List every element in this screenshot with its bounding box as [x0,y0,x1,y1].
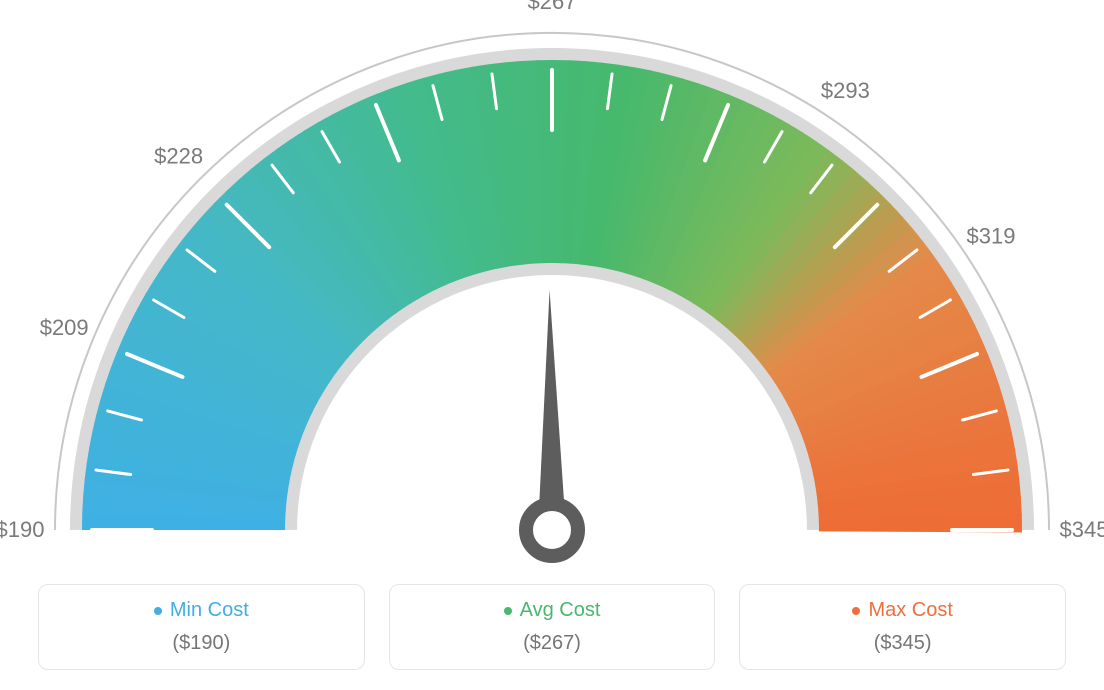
chart-container: $190 $209 $228 $267 $293 $319 $345 Min Cost ($… [0,0,1104,690]
legend-title-min: Min Cost [154,599,249,622]
legend-title-max: Max Cost [852,599,952,622]
svg-text:$209: $209 [40,315,89,340]
legend-row: Min Cost ($190) Avg Cost ($267) Max Cost… [0,584,1104,670]
legend-value-max: ($345) [750,632,1055,655]
legend-value-avg: ($267) [400,632,705,655]
legend-value-min: ($190) [49,632,354,655]
legend-title-avg: Avg Cost [504,599,601,622]
legend-card-min: Min Cost ($190) [38,584,365,670]
legend-label-avg: Avg Cost [520,599,601,622]
legend-card-avg: Avg Cost ($267) [389,584,716,670]
legend-dot-min-icon [154,607,162,615]
legend-card-max: Max Cost ($345) [739,584,1066,670]
svg-text:$267: $267 [528,0,577,14]
legend-label-max: Max Cost [868,599,952,622]
svg-text:$345: $345 [1060,517,1104,542]
legend-dot-avg-icon [504,607,512,615]
svg-text:$190: $190 [0,517,44,542]
svg-text:$319: $319 [967,224,1016,249]
gauge-chart: $190 $209 $228 $267 $293 $319 $345 [0,0,1104,570]
legend-label-min: Min Cost [170,599,249,622]
legend-dot-max-icon [852,607,860,615]
svg-text:$293: $293 [821,78,870,103]
svg-text:$228: $228 [154,144,203,169]
